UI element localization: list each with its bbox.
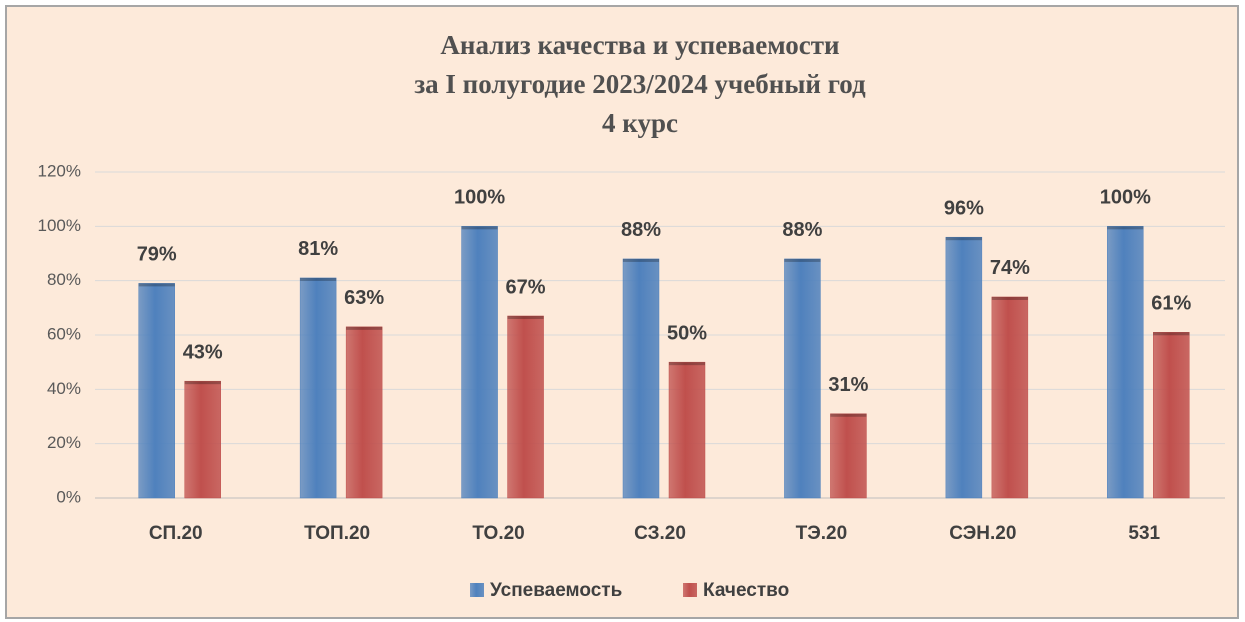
bar-top	[507, 315, 544, 319]
value-label: 61%	[1151, 293, 1191, 315]
y-tick-label: 100%	[38, 216, 81, 235]
bar-top	[1107, 226, 1144, 230]
x-tick-label: СЗ.20	[634, 523, 686, 544]
y-tick-label: 80%	[47, 270, 81, 289]
bar-top	[945, 237, 982, 241]
bar-top	[1153, 332, 1190, 336]
bar	[784, 258, 821, 499]
bar-top	[669, 362, 705, 366]
value-label: 63%	[344, 287, 384, 309]
bar	[668, 361, 706, 499]
bar	[299, 277, 337, 499]
bar-top	[138, 283, 175, 287]
bar	[991, 296, 1029, 499]
bar	[945, 236, 983, 499]
bar-top	[461, 226, 498, 230]
bar	[184, 380, 221, 499]
legend-label: Успеваемость	[490, 580, 622, 601]
bar-top	[346, 326, 383, 330]
bar	[622, 258, 660, 499]
chart-title: за I полугодие 2023/2024 учебный год	[414, 69, 866, 99]
value-label: 96%	[944, 197, 984, 219]
x-tick-label: СЭН.20	[949, 523, 1016, 544]
bar-top	[991, 296, 1028, 300]
value-label: 67%	[506, 276, 546, 298]
bar-top	[623, 258, 659, 262]
value-label: 88%	[621, 219, 661, 241]
chart-title: Анализ качества и успеваемости	[440, 30, 839, 60]
bar-top	[300, 277, 337, 281]
legend-swatch	[683, 583, 697, 597]
bar-top	[184, 381, 221, 385]
value-label: 88%	[782, 219, 822, 241]
bar-top	[784, 258, 821, 262]
value-label: 81%	[298, 238, 338, 260]
bar-top	[830, 413, 867, 417]
x-tick-label: ТО.20	[472, 523, 524, 544]
bar	[507, 315, 544, 499]
bar	[345, 326, 383, 499]
x-tick-label: ТОП.20	[304, 523, 370, 544]
x-tick-label: ТЭ.20	[796, 523, 848, 544]
value-label: 50%	[667, 322, 707, 344]
x-tick-label: 531	[1128, 523, 1160, 544]
bar	[461, 226, 498, 499]
y-tick-label: 60%	[47, 324, 81, 343]
value-label: 74%	[990, 257, 1030, 279]
value-label: 31%	[828, 374, 868, 396]
bar	[138, 283, 175, 499]
value-label: 43%	[183, 341, 223, 363]
y-tick-label: 40%	[47, 379, 81, 398]
value-label: 100%	[454, 187, 505, 209]
value-label: 79%	[137, 244, 177, 266]
y-tick-label: 0%	[56, 487, 81, 506]
bar	[830, 413, 867, 499]
y-tick-label: 20%	[47, 433, 81, 452]
chart-title: 4 курс	[602, 108, 678, 138]
value-label: 100%	[1100, 187, 1151, 209]
bar	[1107, 226, 1144, 499]
legend-swatch	[470, 583, 484, 597]
chart-background	[5, 5, 1239, 619]
x-tick-label: СП.20	[149, 523, 203, 544]
bar	[1153, 332, 1190, 499]
legend-label: Качество	[703, 580, 789, 601]
y-tick-label: 120%	[38, 161, 81, 180]
